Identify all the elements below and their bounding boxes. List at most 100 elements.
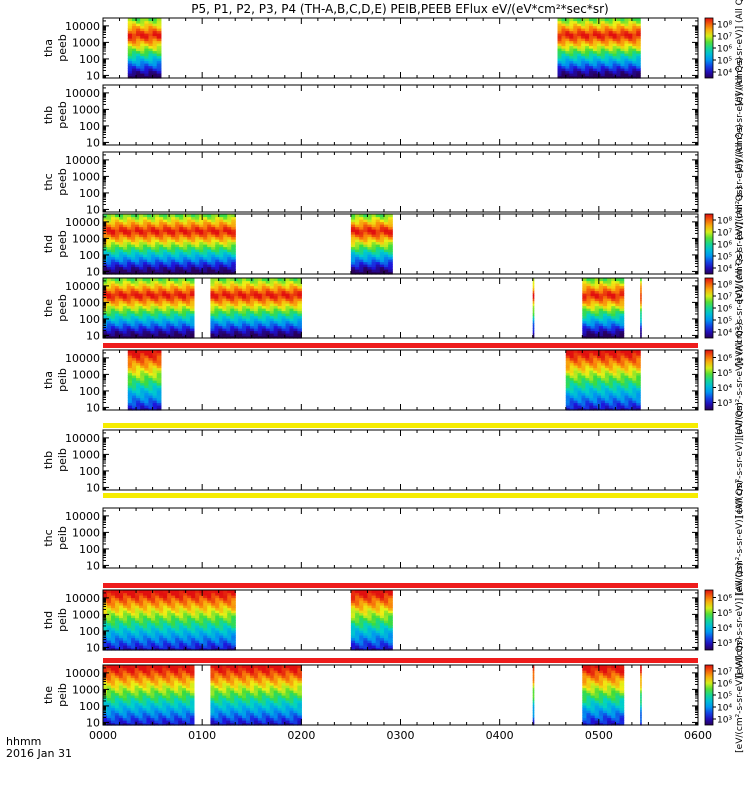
colorbar-tick-label: 10³ bbox=[717, 399, 732, 409]
data-interval-0 bbox=[103, 665, 195, 726]
colorbar-tick-label: 10⁶ bbox=[717, 305, 732, 315]
x-tick-label: 0600 bbox=[684, 729, 712, 742]
data-interval-1 bbox=[350, 590, 393, 651]
colorbar-tick-label: 10⁶ bbox=[717, 594, 732, 604]
data-interval-1 bbox=[557, 18, 641, 79]
data-interval-0 bbox=[103, 590, 236, 651]
x-tick-label: 0100 bbox=[188, 729, 216, 742]
y-tick-label: 1000 bbox=[72, 683, 100, 696]
data-interval-3 bbox=[582, 278, 625, 339]
colorbar: 10⁴ 10⁵ 10⁶ 10⁷ 10⁸ bbox=[704, 213, 732, 275]
y-tick-label: 10000 bbox=[65, 432, 100, 445]
colorbar-unit-label: [eV/(cm²-s-sr-eV)] (All Qs) bbox=[735, 322, 745, 438]
colorbar-unit-label: [eV/(cm²-s-sr-eV)] (All Qs) bbox=[735, 124, 745, 240]
colorbar-tick-label: 10⁷ bbox=[717, 668, 732, 678]
y-tick-label: 100 bbox=[79, 313, 100, 326]
panel-label-probe: thc bbox=[42, 173, 55, 190]
data-interval-0 bbox=[127, 18, 162, 79]
x-axis: 0000 0100 0200 0300 0400 0500 0600 bbox=[89, 18, 712, 742]
colorbar: 10⁴ 10⁵ 10⁶ 10⁷ 10⁸ bbox=[704, 17, 732, 79]
colorbar-tick-label: 10⁷ bbox=[717, 229, 732, 239]
panel-frame bbox=[102, 84, 699, 146]
y-tick-label: 100 bbox=[79, 543, 100, 556]
y-tick-label: 10 bbox=[86, 136, 100, 149]
colorbar-tick-label: 10⁶ bbox=[717, 680, 732, 690]
colorbar-tick-label: 10⁴ bbox=[717, 69, 732, 79]
colorbar-unit-label: [eV/(cm²-s-sr-eV)] (All Qs) bbox=[735, 57, 745, 173]
y-tick-label: 1000 bbox=[72, 170, 100, 183]
colorbar-tick-label: 10⁷ bbox=[717, 33, 732, 43]
y-tick-label: 10000 bbox=[65, 20, 100, 33]
colorbar-unit-label: [eV/(cm²-s-sr-eV)] (All Qs) bbox=[735, 250, 745, 366]
y-tick-label: 1000 bbox=[72, 232, 100, 245]
y-tick-label: 1000 bbox=[72, 448, 100, 461]
colorbar-tick-label: 10⁸ bbox=[717, 217, 732, 227]
band-above bbox=[103, 583, 698, 588]
y-tick-label: 10 bbox=[86, 203, 100, 216]
panel-label-probe: thc bbox=[42, 529, 55, 546]
panel-thb-peib: 10 100 1000 10000 thb peib [eV/(cm²-s-sr-eV)] … bbox=[42, 402, 745, 518]
x-tick-label: 0400 bbox=[486, 729, 514, 742]
y-tick-label: 10000 bbox=[65, 216, 100, 229]
panel-thd-peeb: 10 100 1000 10000 thd peeb 10⁴ 10⁵ 10⁶ 10⁷ 10⁸ [eV/… bbox=[42, 186, 745, 302]
y-tick-label: 10000 bbox=[65, 154, 100, 167]
y-tick-label: 100 bbox=[79, 385, 100, 398]
panel-label-instrument: peeb bbox=[56, 230, 69, 258]
y-tick-label: 10000 bbox=[65, 510, 100, 523]
panel-label-instrument: peib bbox=[56, 526, 69, 550]
colorbar: 10⁴ 10⁵ 10⁶ 10⁷ 10⁸ bbox=[704, 277, 732, 339]
band-above bbox=[103, 423, 698, 428]
colorbar-tick-label: 10³ bbox=[717, 639, 732, 649]
panel-label-probe: the bbox=[42, 299, 55, 317]
y-tick-label: 100 bbox=[79, 625, 100, 638]
panel-label-instrument: peib bbox=[56, 683, 69, 707]
y-tick-label: 1000 bbox=[72, 36, 100, 49]
colorbar-tick-label: 10⁵ bbox=[717, 317, 732, 327]
panel-label-instrument: peeb bbox=[56, 34, 69, 62]
colorbar: 10³ 10⁴ 10⁵ 10⁶ 10⁷ bbox=[704, 664, 732, 726]
colorbar-tick-label: 10⁴ bbox=[717, 265, 732, 275]
panel-frame bbox=[102, 429, 699, 491]
panel-label-instrument: peib bbox=[56, 608, 69, 632]
colorbar-tick-label: 10⁸ bbox=[717, 281, 732, 291]
colorbar: 10³ 10⁴ 10⁵ 10⁶ bbox=[704, 349, 732, 411]
y-tick-label: 10 bbox=[86, 641, 100, 654]
y-tick-label: 10000 bbox=[65, 280, 100, 293]
data-interval-0 bbox=[103, 214, 236, 275]
colorbar-unit-label: [eV/(cm²-s-sr-eV)] (All Qs) bbox=[735, 186, 745, 302]
colorbar-tick-label: 10⁵ bbox=[717, 609, 732, 619]
x-axis-label-line1: hhmm bbox=[6, 735, 41, 748]
band-above bbox=[103, 658, 698, 663]
data-interval-1 bbox=[350, 214, 393, 275]
y-tick-label: 10 bbox=[86, 69, 100, 82]
y-tick-label: 10000 bbox=[65, 667, 100, 680]
y-tick-label: 1000 bbox=[72, 608, 100, 621]
y-tick-label: 10 bbox=[86, 265, 100, 278]
colorbar-unit-label: [eV/(cm²-s-sr-eV)] (All Qs) bbox=[735, 402, 745, 518]
colorbar: 10³ 10⁴ 10⁵ 10⁶ bbox=[704, 589, 732, 651]
data-interval-1 bbox=[565, 350, 641, 411]
data-interval-2 bbox=[532, 665, 535, 726]
colorbar-tick-label: 10⁷ bbox=[717, 293, 732, 303]
y-tick-label: 10 bbox=[86, 716, 100, 729]
y-tick-label: 100 bbox=[79, 120, 100, 133]
data-interval-2 bbox=[532, 278, 535, 339]
colorbar-unit-label: [eV/(cm²-s-sr-eV)] (All Qs) bbox=[735, 480, 745, 596]
y-tick-label: 100 bbox=[79, 249, 100, 262]
panel-thc-peib: 10 100 1000 10000 thc peib [eV/(cm²-s-sr-eV)] … bbox=[42, 480, 745, 596]
data-interval-1 bbox=[210, 278, 302, 339]
x-tick-label: 0000 bbox=[89, 729, 117, 742]
data-interval-4 bbox=[640, 665, 642, 726]
y-tick-label: 10000 bbox=[65, 592, 100, 605]
panel-label-probe: thb bbox=[42, 451, 55, 469]
y-tick-label: 1000 bbox=[72, 526, 100, 539]
y-tick-label: 1000 bbox=[72, 103, 100, 116]
x-axis-label-line2: 2016 Jan 31 bbox=[6, 747, 72, 760]
data-interval-0 bbox=[103, 278, 195, 339]
colorbar-tick-label: 10⁶ bbox=[717, 45, 732, 55]
colorbar-tick-label: 10⁴ bbox=[717, 329, 732, 339]
y-tick-label: 100 bbox=[79, 465, 100, 478]
colorbar-tick-label: 10⁶ bbox=[717, 354, 732, 364]
x-tick-label: 0300 bbox=[387, 729, 415, 742]
